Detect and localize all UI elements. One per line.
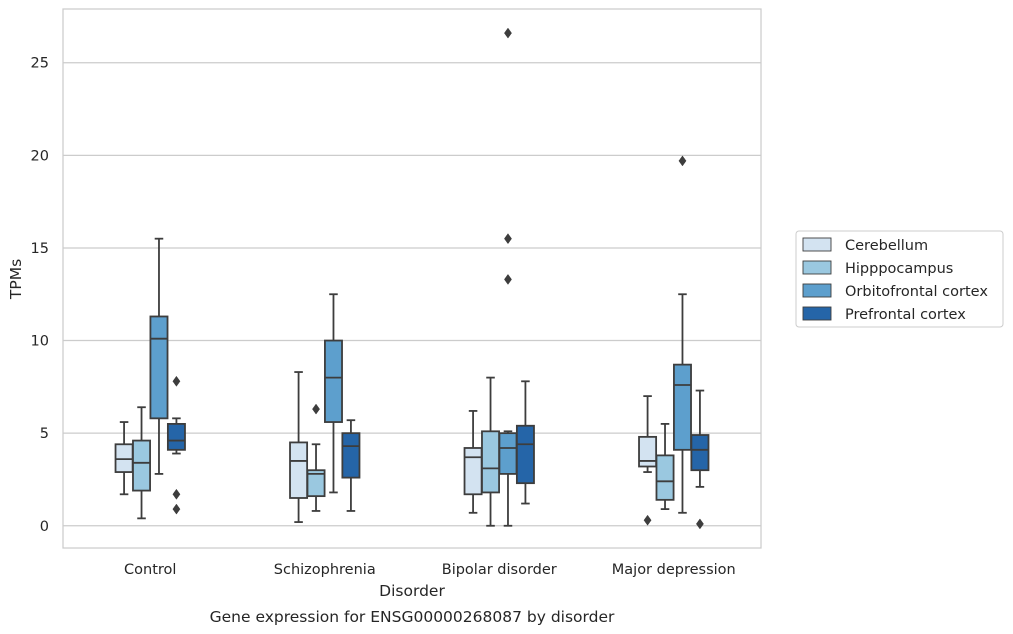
- box-iqr: [673, 363, 692, 451]
- box-iqr: [690, 434, 710, 472]
- outlier-point: [504, 233, 512, 245]
- x-tick-label: Major depression: [612, 562, 736, 578]
- y-tick-label: 5: [40, 426, 49, 442]
- legend-label: Orbitofrontal cortex: [845, 284, 988, 300]
- legend-frame: [795, 230, 1004, 328]
- outlier-point: [504, 273, 512, 285]
- box-iqr: [463, 447, 483, 496]
- box-iqr: [306, 469, 326, 498]
- box-iqr: [324, 339, 343, 423]
- x-axis-label: Disorder: [379, 582, 445, 600]
- legend-swatch: [802, 260, 832, 275]
- box-iqr: [481, 430, 500, 494]
- y-tick-label: 0: [40, 519, 49, 535]
- box-iqr: [638, 435, 658, 468]
- outlier-point: [172, 503, 181, 515]
- y-axis-label: TPMs: [7, 259, 25, 300]
- legend-swatch: [802, 306, 832, 321]
- y-tick-label: 25: [31, 56, 49, 72]
- box-iqr: [655, 454, 675, 501]
- box-iqr: [166, 423, 186, 451]
- box-series: [114, 27, 710, 530]
- legend-label: Hipppocampus: [845, 261, 953, 277]
- outlier-point: [643, 514, 652, 526]
- box-iqr: [114, 443, 134, 473]
- x-tick-label: Schizophrenia: [274, 562, 376, 578]
- legend-swatch: [802, 283, 832, 298]
- x-tick-label: Bipolar disorder: [442, 562, 557, 578]
- chart-title: Gene expression for ENSG00000268087 by d…: [210, 608, 615, 626]
- y-axis-ticks: 0 5 10 15 20 25: [31, 56, 49, 535]
- outlier-point: [172, 375, 181, 387]
- y-tick-label: 15: [31, 241, 49, 257]
- legend-label: Prefrontal cortex: [845, 307, 966, 323]
- x-tick-label: Control: [124, 562, 176, 578]
- y-tick-label: 20: [31, 148, 49, 164]
- box-iqr: [149, 315, 169, 420]
- outlier-point: [678, 155, 687, 167]
- outlier-point: [312, 403, 320, 415]
- box-iqr: [515, 424, 535, 485]
- box-iqr: [289, 441, 309, 499]
- box-iqr: [341, 432, 361, 479]
- legend: Cerebellum Hipppocampus Orbitofrontal cort…: [795, 230, 1004, 328]
- plot-frame: [62, 8, 762, 549]
- box-iqr: [132, 439, 151, 492]
- legend-swatch: [802, 237, 832, 252]
- outlier-point: [172, 488, 181, 500]
- box-iqr: [498, 432, 518, 475]
- y-tick-label: 10: [31, 334, 49, 350]
- outlier-point: [504, 27, 512, 39]
- legend-label: Cerebellum: [845, 238, 928, 254]
- outlier-point: [696, 518, 704, 530]
- x-axis-ticks: Control Schizophrenia Bipolar disorder Majo…: [124, 562, 736, 578]
